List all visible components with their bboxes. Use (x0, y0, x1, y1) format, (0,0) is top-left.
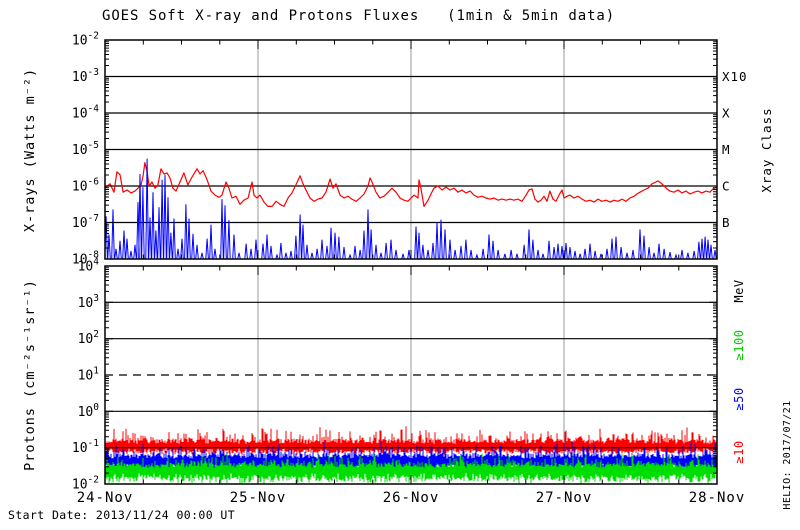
proton-band-100 (105, 453, 717, 484)
proton-threshold-label-ge50: ≥50 (732, 387, 746, 411)
xray-class-label: M (722, 142, 731, 157)
proton-panel-border (104, 265, 718, 485)
x-tick-label: 28-Nov (689, 490, 746, 506)
y-tick-label: 103 (78, 293, 99, 311)
y-tick-label: 101 (78, 366, 100, 384)
y-tick-label: 10-5 (72, 140, 99, 158)
xray-class-axis-title: Xray Class (758, 107, 774, 193)
x-tick-label: 24-Nov (77, 490, 134, 506)
x-tick-label: 27-Nov (536, 490, 593, 506)
xray-class-label: C (722, 179, 731, 194)
start-date-label: Start Date: 2013/11/24 00:00 UT (8, 508, 236, 522)
y-tick-label: 10-6 (72, 177, 99, 195)
proton-threshold-label-ge100: ≥100 (732, 329, 746, 361)
x-tick-label: 25-Nov (230, 490, 287, 506)
helio-date-stamp: HELIO: 2017/07/21 (781, 400, 793, 510)
xray-class-label: X10 (722, 69, 748, 84)
proton-threshold-label-ge10: ≥10 (732, 440, 746, 464)
y-tick-label: 10-7 (72, 213, 99, 231)
xray-short-series (104, 158, 717, 260)
xray-y-axis-title: X-rays (Watts m⁻²) (22, 67, 38, 233)
y-tick-label: 10-1 (72, 438, 99, 456)
y-tick-label: 100 (78, 402, 100, 420)
y-tick-label: 104 (78, 257, 100, 275)
xray-class-label: B (722, 215, 731, 230)
xray-long-series (104, 162, 717, 207)
mev-axis-title: MeV (732, 279, 746, 303)
xray-panel-border (104, 39, 718, 260)
xray-class-label: X (722, 106, 731, 121)
chart-title: GOES Soft X-ray and Protons Fluxes (1min… (102, 8, 616, 24)
y-tick-label: 102 (78, 329, 99, 347)
y-tick-label: 10-3 (72, 67, 99, 85)
y-tick-label: 10-4 (72, 104, 99, 122)
proton-y-axis-title: Protons (cm⁻²s⁻¹sr⁻¹) (22, 279, 38, 471)
y-tick-label: 10-2 (72, 31, 99, 49)
x-tick-label: 26-Nov (383, 490, 440, 506)
